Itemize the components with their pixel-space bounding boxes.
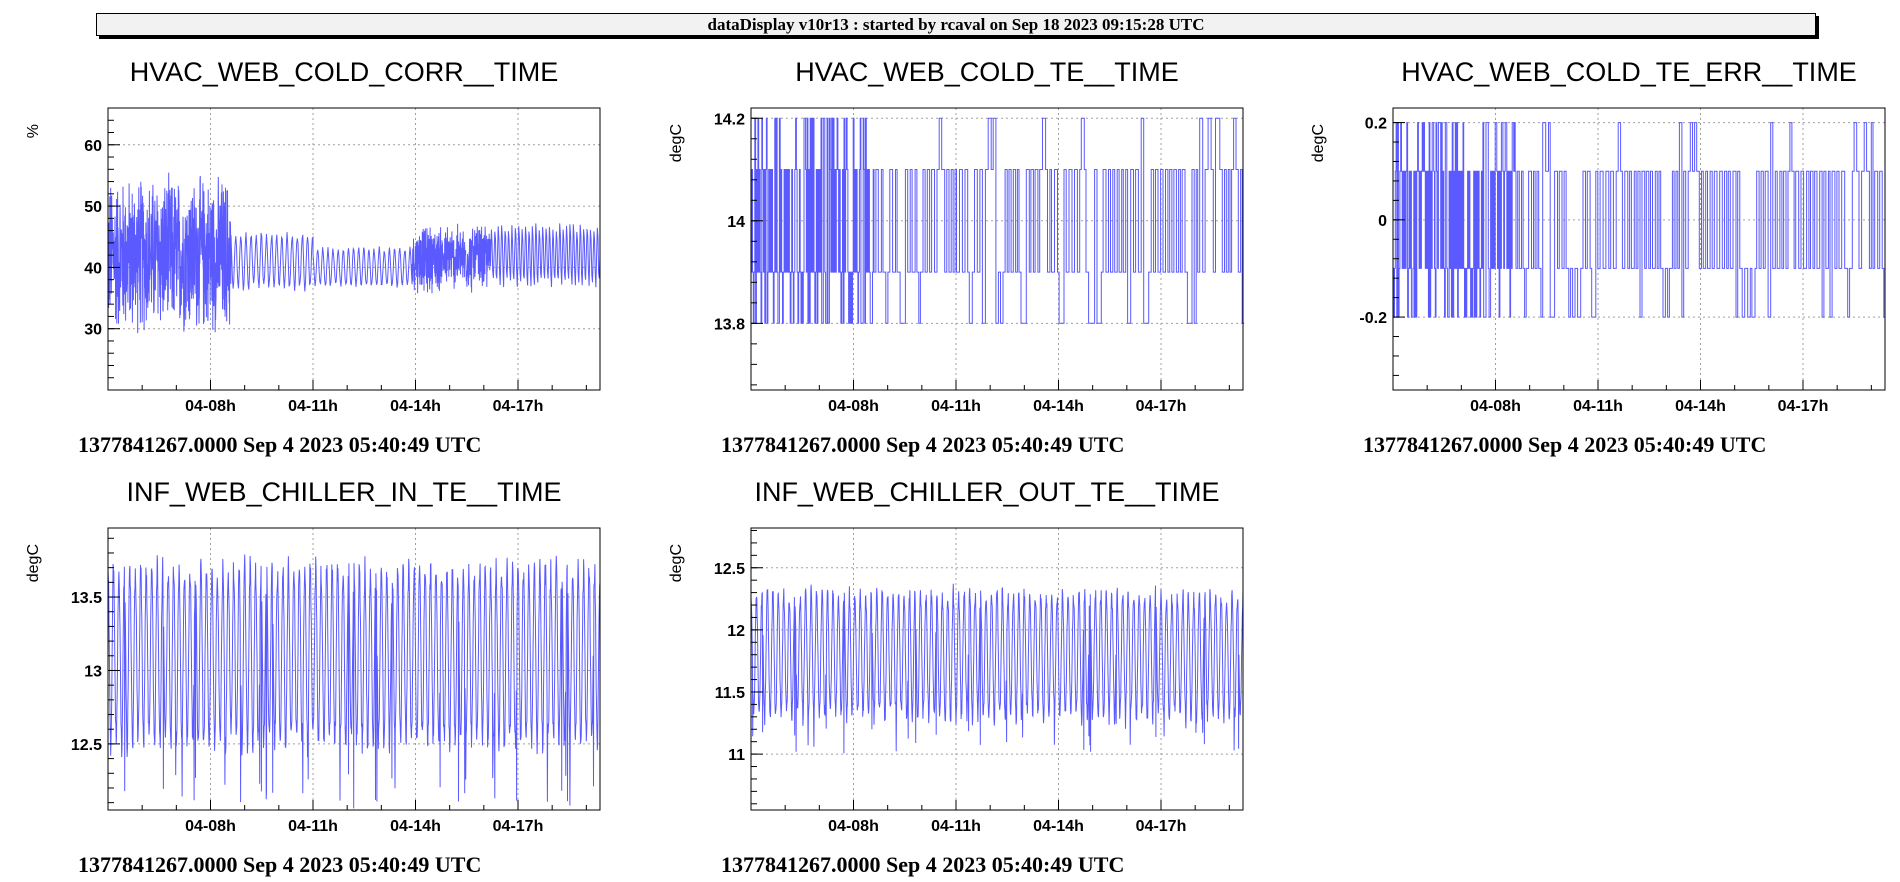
x-tick-label: 04-11h <box>288 818 338 835</box>
chart-title: HVAC_WEB_COLD_CORR__TIME <box>129 57 559 87</box>
chart-svg: 04-08h 04-11h 04-14h 04-17h 13.8 14 14.2 degC <box>668 107 1245 415</box>
chart-panel: INF_WEB_CHILLER_IN_TE__TIME 1377841267.00… <box>0 420 640 877</box>
y-axis-label: % <box>25 124 42 138</box>
chart-title: INF_WEB_CHILLER_IN_TE__TIME <box>126 477 562 507</box>
x-tick-label: 04-11h <box>931 818 981 835</box>
x-tick-label: 04-17h <box>1136 818 1187 835</box>
chart-title: INF_WEB_CHILLER_OUT_TE__TIME <box>754 477 1220 507</box>
chart-svg: 04-08h 04-11h 04-14h 04-17h 11 11.5 12 12.5 degC <box>668 527 1244 835</box>
plot-frame <box>1392 107 1886 391</box>
x-tick-label: 04-17h <box>1136 398 1187 415</box>
plot-frame <box>107 107 601 391</box>
y-tick-label: 50 <box>84 199 102 216</box>
plot-frame <box>750 527 1244 811</box>
x-tick-label: 04-11h <box>931 398 981 415</box>
y-tick-label: 0 <box>1378 213 1387 230</box>
y-tick-label: 30 <box>84 322 102 339</box>
plot-frame <box>750 107 1244 391</box>
y-tick-label: 14 <box>727 214 745 231</box>
chart-footer-timestamp: 1377841267.0000 Sep 4 2023 05:40:49 UTC <box>721 852 1125 877</box>
chart-footer-timestamp: 1377841267.0000 Sep 4 2023 05:40:49 UTC <box>721 432 1125 457</box>
y-tick-label: 0.2 <box>1365 116 1387 133</box>
display-header: dataDisplay v10r13 : started by rcaval o… <box>96 13 1816 36</box>
x-tick-label: 04-08h <box>185 818 236 835</box>
chart-title: HVAC_WEB_COLD_TE_ERR__TIME <box>1401 57 1857 87</box>
x-tick-label: 04-17h <box>493 398 544 415</box>
y-tick-label: 13.5 <box>71 590 102 607</box>
x-tick-label: 04-14h <box>390 818 441 835</box>
y-tick-label: 12 <box>727 623 745 640</box>
chart-svg: 04-08h 04-11h 04-14h 04-17h -0.2 0 0.2 degC <box>1310 107 1886 415</box>
y-axis-label: degC <box>25 544 42 582</box>
chart-footer-timestamp: 1377841267.0000 Sep 4 2023 05:40:49 UTC <box>1363 432 1767 457</box>
x-tick-label: 04-11h <box>288 398 338 415</box>
x-tick-label: 04-08h <box>185 398 236 415</box>
y-axis-label: degC <box>668 124 685 162</box>
data-series-line <box>751 117 1245 324</box>
chart-panel: INF_WEB_CHILLER_OUT_TE__TIME 1377841267.0… <box>643 420 1283 877</box>
y-tick-label: 13 <box>84 663 102 680</box>
header-text: dataDisplay v10r13 : started by rcaval o… <box>707 14 1205 34</box>
chart-title: HVAC_WEB_COLD_TE__TIME <box>795 57 1179 87</box>
chart-svg: 04-08h 04-11h 04-14h 04-17h 12.5 13 13.5 degC <box>25 527 601 835</box>
y-tick-label: 14.2 <box>714 111 745 128</box>
y-axis-label: degC <box>668 544 685 582</box>
x-tick-label: 04-17h <box>493 818 544 835</box>
chart-panel: HVAC_WEB_COLD_CORR__TIME 1377841267.0000 … <box>0 0 640 457</box>
x-tick-label: 04-14h <box>1033 818 1084 835</box>
chart-svg: 04-08h 04-11h 04-14h 04-17h 30 40 50 60% <box>25 107 601 415</box>
x-tick-label: 04-08h <box>828 398 879 415</box>
y-tick-label: 12.5 <box>714 561 745 578</box>
chart-panel: HVAC_WEB_COLD_TE__TIME 1377841267.0000 Se… <box>643 0 1283 457</box>
data-series-line <box>750 583 1244 754</box>
x-tick-label: 04-08h <box>1470 398 1521 415</box>
x-tick-label: 04-11h <box>1573 398 1623 415</box>
y-axis-label: degC <box>1310 124 1327 162</box>
y-tick-label: 13.8 <box>714 316 745 333</box>
data-series-line <box>107 554 601 809</box>
chart-footer-timestamp: 1377841267.0000 Sep 4 2023 05:40:49 UTC <box>78 432 482 457</box>
chart-footer-timestamp: 1377841267.0000 Sep 4 2023 05:40:49 UTC <box>78 852 482 877</box>
y-tick-label: 12.5 <box>71 737 102 754</box>
data-series-line <box>1393 122 1886 318</box>
x-tick-label: 04-14h <box>390 398 441 415</box>
y-tick-label: 60 <box>84 138 102 155</box>
y-tick-label: 40 <box>84 260 102 277</box>
x-tick-label: 04-14h <box>1033 398 1084 415</box>
chart-panel: HVAC_WEB_COLD_TE_ERR__TIME 1377841267.000… <box>1285 0 1900 457</box>
plot-frame <box>107 527 601 811</box>
data-series-line <box>107 172 601 334</box>
y-tick-label: 11.5 <box>715 685 745 702</box>
y-tick-label: 11 <box>728 747 745 764</box>
x-tick-label: 04-08h <box>828 818 879 835</box>
y-tick-label: -0.2 <box>1359 310 1387 327</box>
x-tick-label: 04-17h <box>1778 398 1829 415</box>
x-tick-label: 04-14h <box>1675 398 1726 415</box>
